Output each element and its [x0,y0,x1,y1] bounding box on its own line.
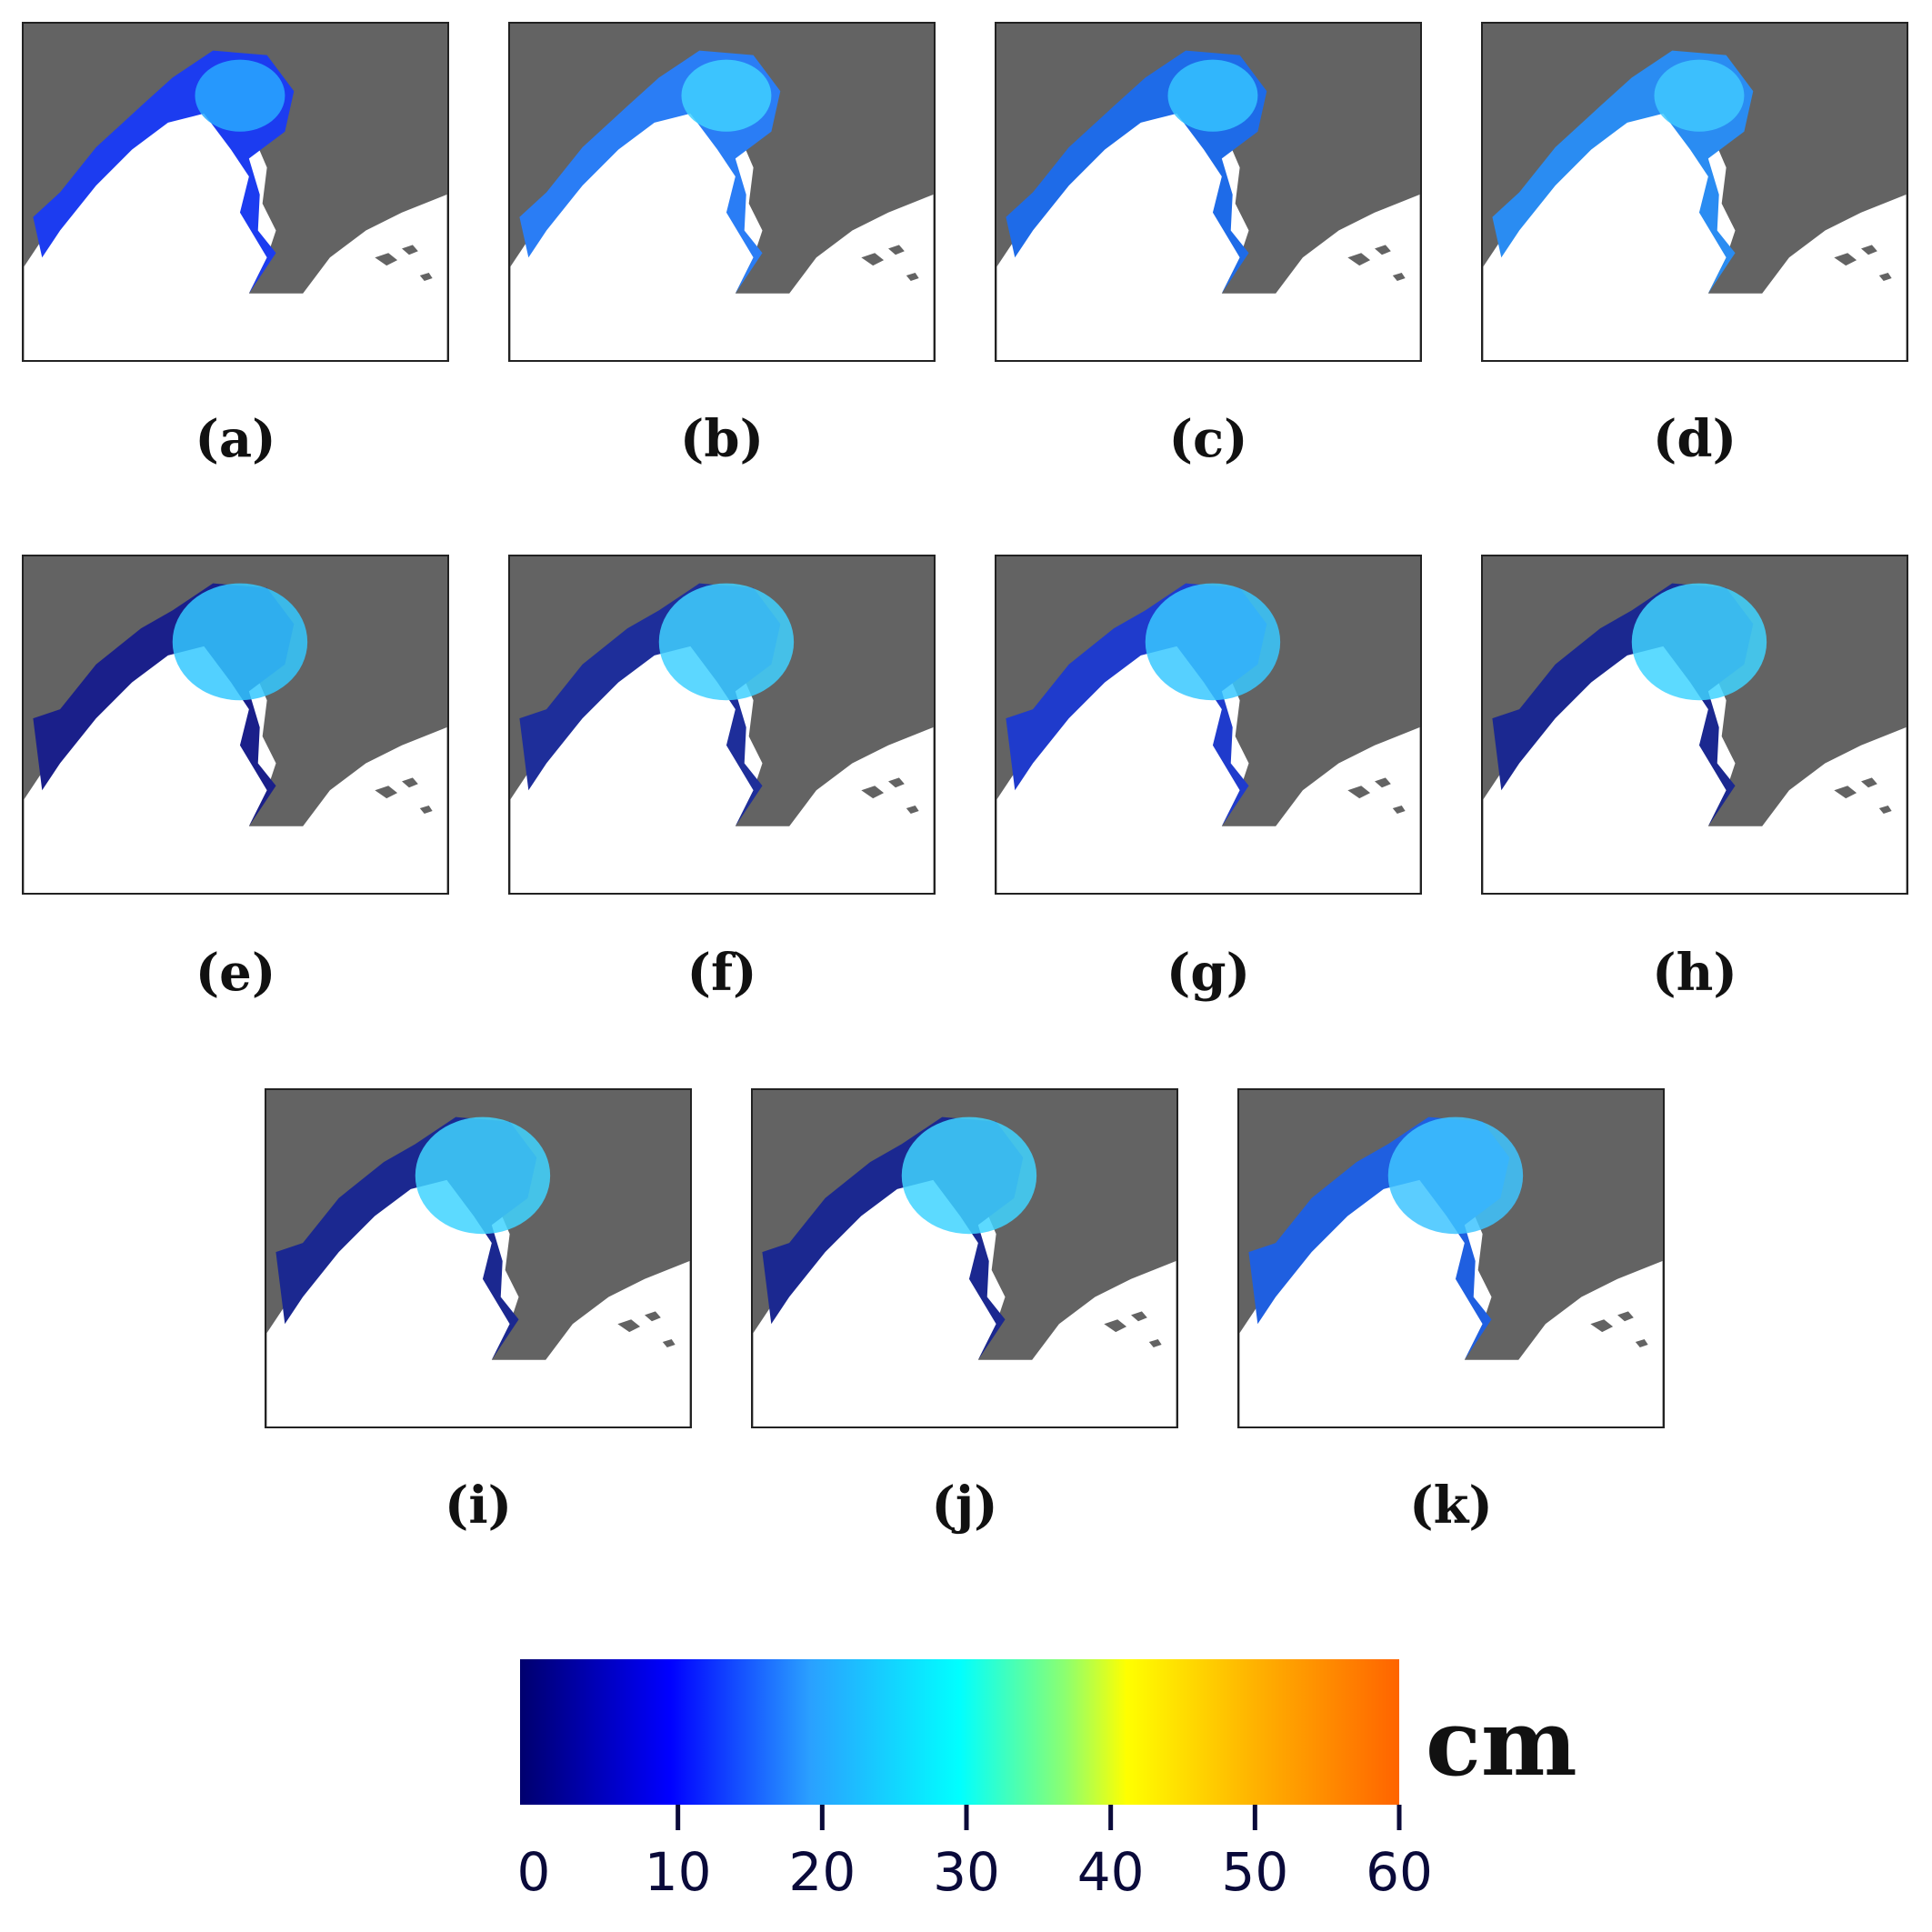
thick-ice-core [1631,583,1767,701]
white-region [1239,1157,1663,1426]
map-panel [22,555,449,895]
panel-label: (b) [679,409,765,469]
islands [1104,1311,1162,1347]
map-image [996,583,1420,893]
islands [617,1311,676,1347]
thick-ice-core [172,583,308,701]
thick-ice-core [1654,59,1745,132]
panel-label: (e) [195,943,276,1003]
map-image [510,50,934,360]
map-panel [1481,555,1908,895]
panel-label: (c) [1168,409,1248,469]
map-panel [751,1088,1178,1428]
panel-label: (a) [195,409,276,469]
tick-label: 60 [1366,1841,1433,1903]
white-region [1483,624,1907,893]
thick-ice-core [195,59,285,132]
panel-label: (i) [444,1476,513,1536]
map-panel [508,555,936,895]
map-image [996,50,1420,360]
white-region [510,91,934,360]
colorbar-legend: 0 10 20 30 40 50 60 [516,1659,1433,1914]
thick-ice-core [658,583,795,701]
tick-label: 0 [516,1841,551,1903]
colorbar-tick-marks [676,1805,1402,1830]
tick-label: 30 [933,1841,1000,1903]
tick-label: 20 [788,1841,856,1903]
islands [861,777,919,814]
panel-label: (h) [1652,943,1737,1003]
map-panel [22,22,449,362]
map-panel [995,555,1422,895]
tick-label: 40 [1076,1841,1145,1903]
thick-ice-core [1387,1116,1524,1235]
map-image [1483,583,1907,893]
white-region [510,624,934,893]
map-image [1239,1116,1663,1426]
thick-ice-core [415,1116,551,1235]
panel-label: (f) [686,943,757,1003]
tick-label: 50 [1221,1841,1289,1903]
map-image [510,583,934,893]
islands [861,245,919,281]
white-region [753,1157,1176,1426]
map-image [266,1116,690,1426]
islands [375,777,433,814]
white-region [996,624,1420,893]
white-region [996,91,1420,360]
map-panel [265,1088,692,1428]
islands [1834,245,1892,281]
white-region [24,91,447,360]
map-image [1483,50,1907,360]
islands [1834,777,1892,814]
thick-ice-core [901,1116,1037,1235]
map-panel [995,22,1422,362]
islands [375,245,433,281]
map-panel [1237,1088,1665,1428]
tick-label: 10 [644,1841,712,1903]
islands [1347,777,1406,814]
white-region [24,624,447,893]
islands [1590,1311,1648,1347]
panel-label: (g) [1166,943,1251,1003]
white-region [1483,91,1907,360]
panel-label: (k) [1409,1476,1493,1536]
colorbar-gradient [520,1659,1399,1805]
thick-ice-core [1167,59,1258,132]
map-image [753,1116,1176,1426]
panel-label: (j) [931,1476,998,1536]
thick-ice-core [1145,583,1281,701]
white-region [266,1157,690,1426]
colorbar-unit: cm [1426,1689,1577,1797]
panel-label: (d) [1652,409,1737,469]
map-image [24,583,447,893]
thick-ice-core [681,59,772,132]
islands [1347,245,1406,281]
map-panel [508,22,936,362]
map-image [24,50,447,360]
map-panel [1481,22,1908,362]
